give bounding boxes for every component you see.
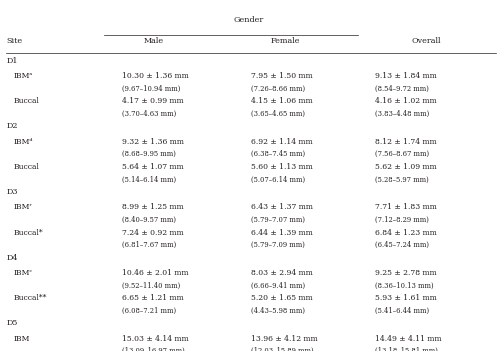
Text: Male: Male [144, 37, 164, 45]
Text: 7.24 ± 0.92 mm: 7.24 ± 0.92 mm [122, 229, 183, 237]
Text: (9.67–10.94 mm): (9.67–10.94 mm) [122, 85, 180, 93]
Text: Buccal*: Buccal* [14, 229, 44, 237]
Text: 8.03 ± 2.94 mm: 8.03 ± 2.94 mm [251, 269, 313, 277]
Text: Gender: Gender [234, 16, 263, 24]
Text: 7.95 ± 1.50 mm: 7.95 ± 1.50 mm [251, 72, 313, 80]
Text: (3.70–4.63 mm): (3.70–4.63 mm) [122, 110, 176, 118]
Text: 6.84 ± 1.23 mm: 6.84 ± 1.23 mm [375, 229, 437, 237]
Text: 5.64 ± 1.07 mm: 5.64 ± 1.07 mm [122, 163, 183, 171]
Text: (5.79–7.09 mm): (5.79–7.09 mm) [251, 241, 305, 249]
Text: IBM: IBM [14, 335, 30, 343]
Text: (13.09–16.97 mm): (13.09–16.97 mm) [122, 347, 184, 351]
Text: (5.28–5.97 mm): (5.28–5.97 mm) [375, 176, 429, 184]
Text: 5.93 ± 1.61 mm: 5.93 ± 1.61 mm [375, 294, 437, 302]
Text: (5.14–6.14 mm): (5.14–6.14 mm) [122, 176, 176, 184]
Text: IBMᵃ: IBMᵃ [14, 72, 33, 80]
Text: Female: Female [271, 37, 301, 45]
Text: (3.65–4.65 mm): (3.65–4.65 mm) [251, 110, 305, 118]
Text: (8.36–10.13 mm): (8.36–10.13 mm) [375, 282, 434, 290]
Text: 15.03 ± 4.14 mm: 15.03 ± 4.14 mm [122, 335, 188, 343]
Text: 6.43 ± 1.37 mm: 6.43 ± 1.37 mm [251, 203, 313, 211]
Text: (12.03–15.89 mm): (12.03–15.89 mm) [251, 347, 314, 351]
Text: 4.17 ± 0.99 mm: 4.17 ± 0.99 mm [122, 97, 183, 105]
Text: (4.43–5.98 mm): (4.43–5.98 mm) [251, 307, 305, 315]
Text: (9.52–11.40 mm): (9.52–11.40 mm) [122, 282, 180, 290]
Text: (7.56–8.67 mm): (7.56–8.67 mm) [375, 150, 429, 158]
Text: 10.30 ± 1.36 mm: 10.30 ± 1.36 mm [122, 72, 189, 80]
Text: 9.13 ± 1.84 mm: 9.13 ± 1.84 mm [375, 72, 437, 80]
Text: 8.99 ± 1.25 mm: 8.99 ± 1.25 mm [122, 203, 183, 211]
Text: D2: D2 [6, 122, 18, 131]
Text: (6.66–9.41 mm): (6.66–9.41 mm) [251, 282, 305, 290]
Text: (5.79–7.07 mm): (5.79–7.07 mm) [251, 216, 305, 224]
Text: 4.15 ± 1.06 mm: 4.15 ± 1.06 mm [251, 97, 313, 105]
Text: 6.92 ± 1.14 mm: 6.92 ± 1.14 mm [251, 138, 313, 146]
Text: 14.49 ± 4.11 mm: 14.49 ± 4.11 mm [375, 335, 442, 343]
Text: (7.26–8.66 mm): (7.26–8.66 mm) [251, 85, 305, 93]
Text: (7.12–8.29 mm): (7.12–8.29 mm) [375, 216, 429, 224]
Text: IBMᶜ: IBMᶜ [14, 269, 33, 277]
Text: (6.81–7.67 mm): (6.81–7.67 mm) [122, 241, 176, 249]
Text: D1: D1 [6, 57, 18, 65]
Text: Buccal**: Buccal** [14, 294, 47, 302]
Text: IBMᵈ: IBMᵈ [14, 138, 33, 146]
Text: 8.12 ± 1.74 mm: 8.12 ± 1.74 mm [375, 138, 437, 146]
Text: 5.60 ± 1.13 mm: 5.60 ± 1.13 mm [251, 163, 313, 171]
Text: 5.62 ± 1.09 mm: 5.62 ± 1.09 mm [375, 163, 437, 171]
Text: (3.83–4.48 mm): (3.83–4.48 mm) [375, 110, 429, 118]
Text: (8.40–9.57 mm): (8.40–9.57 mm) [122, 216, 176, 224]
Text: 13.96 ± 4.12 mm: 13.96 ± 4.12 mm [251, 335, 318, 343]
Text: 4.16 ± 1.02 mm: 4.16 ± 1.02 mm [375, 97, 437, 105]
Text: IBMʳ: IBMʳ [14, 203, 33, 211]
Text: 9.25 ± 2.78 mm: 9.25 ± 2.78 mm [375, 269, 437, 277]
Text: 6.44 ± 1.39 mm: 6.44 ± 1.39 mm [251, 229, 313, 237]
Text: (6.38–7.45 mm): (6.38–7.45 mm) [251, 150, 305, 158]
Text: 6.65 ± 1.21 mm: 6.65 ± 1.21 mm [122, 294, 183, 302]
Text: 5.20 ± 1.65 mm: 5.20 ± 1.65 mm [251, 294, 313, 302]
Text: (8.68–9.95 mm): (8.68–9.95 mm) [122, 150, 175, 158]
Text: D3: D3 [6, 188, 18, 196]
Text: (5.07–6.14 mm): (5.07–6.14 mm) [251, 176, 305, 184]
Text: Site: Site [6, 37, 22, 45]
Text: 9.32 ± 1.36 mm: 9.32 ± 1.36 mm [122, 138, 184, 146]
Text: (8.54–9.72 mm): (8.54–9.72 mm) [375, 85, 429, 93]
Text: (5.41–6.44 mm): (5.41–6.44 mm) [375, 307, 429, 315]
Text: Buccal: Buccal [14, 97, 40, 105]
Text: D4: D4 [6, 254, 18, 262]
Text: (6.08–7.21 mm): (6.08–7.21 mm) [122, 307, 176, 315]
Text: 10.46 ± 2.01 mm: 10.46 ± 2.01 mm [122, 269, 188, 277]
Text: (13.18–15.81 mm): (13.18–15.81 mm) [375, 347, 438, 351]
Text: Overall: Overall [412, 37, 441, 45]
Text: 7.71 ± 1.83 mm: 7.71 ± 1.83 mm [375, 203, 437, 211]
Text: D5: D5 [6, 319, 18, 327]
Text: (6.45–7.24 mm): (6.45–7.24 mm) [375, 241, 429, 249]
Text: Buccal: Buccal [14, 163, 40, 171]
